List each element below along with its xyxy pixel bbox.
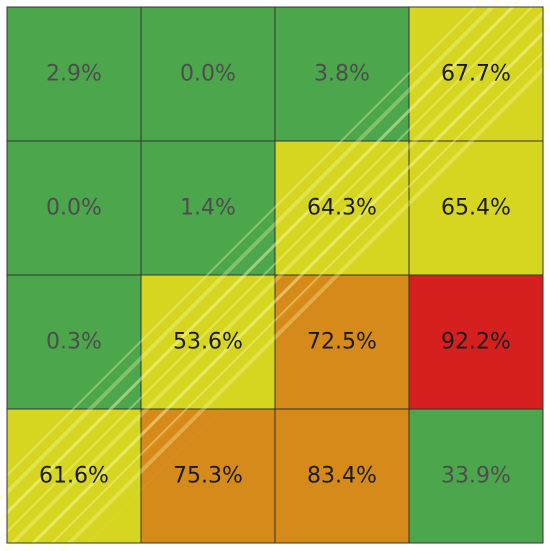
heatmap-value-label-r2-c1: 53.6%: [173, 330, 243, 355]
heatmap-cell-r2-c3: [408, 274, 544, 410]
heatmap-cell-r1-c0: [6, 140, 142, 276]
heatmap-value-label-r3-c3: 33.9%: [441, 464, 511, 489]
heatmap-cell-r0-c1: [140, 6, 276, 142]
heatmap-value-label-r3-c0: 61.6%: [39, 464, 109, 489]
heatmap-cell-r0-c0: [6, 6, 142, 142]
heatmap-value-label-r0-c0: 2.9%: [46, 62, 102, 87]
heatmap-value-label-r1-c1: 1.4%: [180, 196, 236, 221]
heatmap-value-label-r1-c0: 0.0%: [46, 196, 102, 221]
heatmap-value-label-r3-c2: 83.4%: [307, 464, 377, 489]
heatmap-value-label-r2-c3: 92.2%: [441, 330, 511, 355]
heatmap-value-label-r0-c1: 0.0%: [180, 62, 236, 87]
heatmap-value-label-r2-c0: 0.3%: [46, 330, 102, 355]
heatmap-frame: [6, 6, 544, 544]
heatmap-value-label-r2-c2: 72.5%: [307, 330, 377, 355]
heatmap-value-label-r0-c2: 3.8%: [314, 62, 370, 87]
heatmap-value-label-r1-c2: 64.3%: [307, 196, 377, 221]
heatmap-value-label-r0-c3: 67.7%: [441, 62, 511, 87]
heatmap-value-label-r1-c3: 65.4%: [441, 196, 511, 221]
heatmap-cell-r3-c3: [408, 408, 544, 544]
heatmap-value-label-r3-c1: 75.3%: [173, 464, 243, 489]
heatmap-cell-r3-c2: [274, 408, 410, 544]
heatmap-value-labels: 2.9% 0.0% 3.8% 67.7% 0.0% 1.4% 64.3% 65.4% 0.3% 5…: [39, 62, 511, 489]
